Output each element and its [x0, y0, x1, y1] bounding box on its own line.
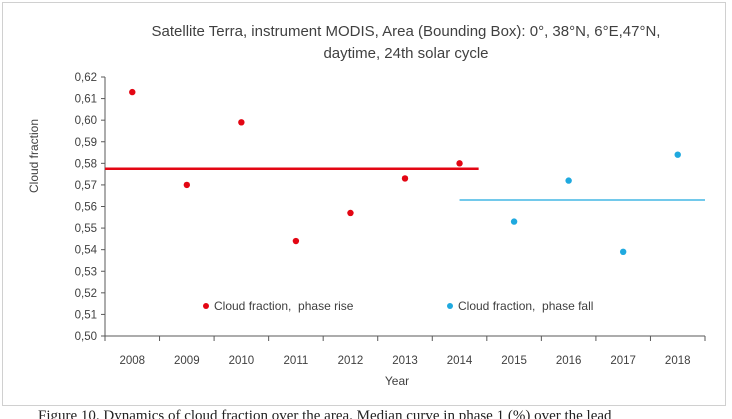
data-point-series-1: [456, 160, 463, 167]
y-tick-label: 0,55: [75, 223, 97, 235]
y-tick-label: 0,54: [75, 245, 98, 257]
data-point-series-1: [129, 88, 136, 96]
y-tick-label: 0,61: [75, 94, 97, 106]
y-tick-label: 0,62: [75, 72, 97, 84]
y-tick-label: 0,53: [75, 266, 97, 278]
x-tick-label: 2012: [338, 355, 364, 367]
data-points: [129, 88, 681, 256]
x-tick-label: 2015: [501, 355, 527, 367]
chart-svg: Satellite Terra, instrument MODIS, Area …: [27, 23, 706, 388]
x-tick-label: 2011: [284, 355, 309, 367]
axes: 0,50 0,51 0,52 0,53 0,54 0,55 0,56 0,57 0,58 0,59…: [75, 72, 706, 367]
y-tick-label: 0,52: [75, 288, 97, 300]
y-tick-label: 0,60: [75, 115, 97, 127]
y-tick-label: 0,50: [75, 331, 97, 343]
y-tick-label: 0,56: [75, 202, 97, 214]
data-point-series-1: [401, 175, 409, 182]
data-point-series-1: [238, 119, 245, 126]
data-point-series-1: [292, 237, 300, 245]
data-point-series-2: [565, 177, 572, 184]
data-point-series-1: [347, 209, 354, 217]
data-point-series-2: [674, 151, 681, 158]
x-tick-label: 2018: [665, 355, 691, 367]
x-tick-label: 2009: [174, 355, 200, 367]
chart-frame: Satellite Terra, instrument MODIS, Area …: [2, 2, 726, 406]
x-tick-label: 2014: [447, 355, 473, 367]
chart-title-line-2: daytime, 24th solar cycle: [323, 45, 488, 62]
x-tick-label: 2013: [392, 355, 418, 367]
data-point-series-2: [510, 218, 518, 225]
x-tick-label: 2017: [610, 355, 636, 367]
x-tick-label: 2008: [119, 355, 145, 367]
figure-caption: Figure 10. Dynamics of cloud fraction ov…: [0, 405, 732, 419]
y-axis-label: Cloud fraction: [27, 119, 41, 193]
data-point-series-2: [619, 248, 627, 256]
chart-title-line-1: Satellite Terra, instrument MODIS, Area …: [152, 23, 661, 40]
mean-lines: [105, 167, 705, 201]
data-point-series-1: [183, 181, 191, 189]
x-tick-label: 2010: [229, 355, 255, 367]
x-axis-label: Year: [385, 374, 409, 388]
legend-marker-phase-fall: [447, 303, 453, 309]
legend-label-phase-fall: Cloud fraction, phase fall: [458, 299, 593, 313]
legend-marker-phase-rise: [203, 303, 209, 309]
y-tick-label: 0,51: [75, 309, 97, 321]
legend: Cloud fraction, phase rise Cloud fractio…: [203, 299, 593, 313]
x-tick-label: 2016: [556, 355, 582, 367]
legend-label-phase-rise: Cloud fraction, phase rise: [214, 299, 354, 313]
y-tick-label: 0,57: [75, 180, 97, 192]
y-tick-label: 0,59: [75, 137, 97, 149]
figure-caption-text: Figure 10. Dynamics of cloud fraction ov…: [38, 408, 612, 419]
y-tick-label: 0,58: [75, 158, 97, 170]
